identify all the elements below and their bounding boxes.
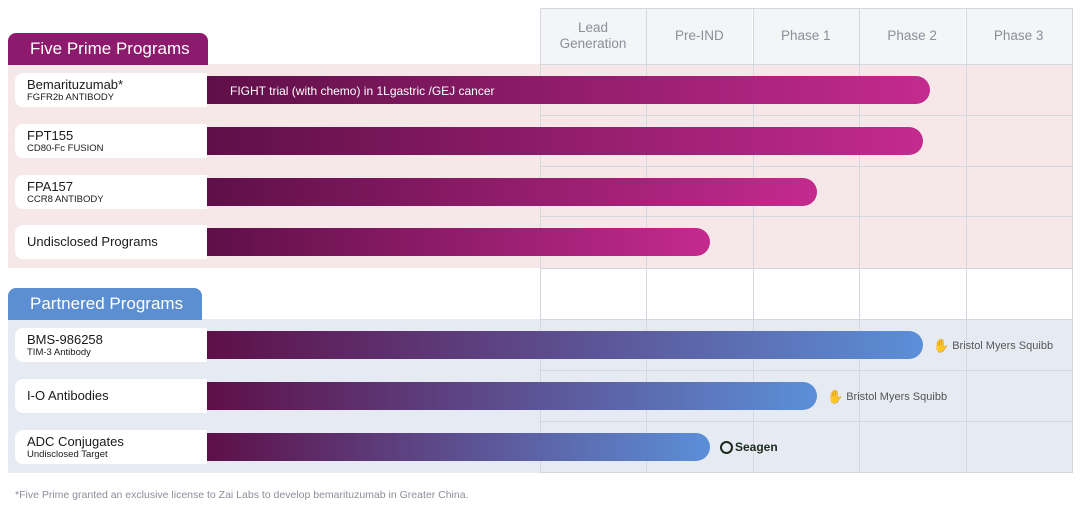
grid-hline	[540, 319, 1072, 320]
grid-hline	[540, 370, 1072, 371]
progress-bar	[207, 228, 710, 256]
program-label: I-O Antibodies	[15, 379, 207, 413]
program-name: I-O Antibodies	[27, 388, 109, 403]
program-label: FPT155 CD80-Fc FUSION	[15, 124, 207, 158]
stage-header: Phase 1	[752, 8, 859, 64]
progress-bar	[207, 178, 817, 206]
partner-logo: Seagen	[720, 440, 778, 454]
progress-bar	[207, 331, 923, 359]
progress-bar	[207, 433, 710, 461]
grid-hline	[540, 268, 1072, 269]
grid-vline	[753, 8, 754, 473]
stage-header: Lead Generation	[540, 8, 646, 64]
partner-logo: ✋ Bristol Myers Squibb	[933, 338, 1054, 353]
grid-hline	[540, 8, 1072, 9]
program-name: FPT155	[27, 127, 74, 143]
grid-vline	[1072, 8, 1073, 473]
program-name: FPA157	[27, 178, 74, 194]
progress-bar	[207, 127, 923, 155]
program-label: BMS-986258 TIM-3 Antibody	[15, 328, 207, 362]
program-label: Bemarituzumab* FGFR2b ANTIBODY	[15, 73, 207, 107]
grid-hline	[540, 115, 1072, 116]
program-target: TIM-3 Antibody	[27, 346, 91, 358]
grid-hline	[540, 472, 1072, 473]
stage-header: Phase 3	[965, 8, 1072, 64]
grid-hline	[540, 64, 1072, 65]
partnered-tab: Partnered Programs	[8, 288, 202, 320]
stage-header: Pre-IND	[646, 8, 753, 64]
grid-hline	[540, 216, 1072, 217]
partner-logo: ✋ Bristol Myers Squibb	[827, 389, 948, 404]
program-name: Bemarituzumab*	[27, 76, 124, 92]
program-label: FPA157 CCR8 ANTIBODY	[15, 175, 207, 209]
program-label: Undisclosed Programs	[15, 225, 207, 259]
progress-bar	[207, 382, 817, 410]
footnote: *Five Prime granted an exclusive license…	[15, 489, 469, 501]
progress-bar	[207, 76, 930, 104]
grid-vline	[966, 8, 967, 473]
program-target: Undisclosed Target	[27, 448, 108, 460]
grid-vline	[859, 8, 860, 473]
program-target: CCR8 ANTIBODY	[27, 193, 104, 205]
program-target: CD80-Fc FUSION	[27, 142, 104, 154]
program-target: FGFR2b ANTIBODY	[27, 91, 115, 103]
grid-hline	[540, 166, 1072, 167]
five-prime-tab: Five Prime Programs	[8, 33, 208, 65]
stage-header: Phase 2	[859, 8, 966, 64]
grid-hline	[540, 421, 1072, 422]
program-label: ADC Conjugates Undisclosed Target	[15, 430, 207, 464]
program-name: ADC Conjugates	[27, 433, 124, 449]
program-name: BMS-986258	[27, 331, 103, 347]
program-name: Undisclosed Programs	[27, 234, 158, 249]
bar-note: FIGHT trial (with chemo) in 1Lgastric /G…	[230, 84, 495, 98]
